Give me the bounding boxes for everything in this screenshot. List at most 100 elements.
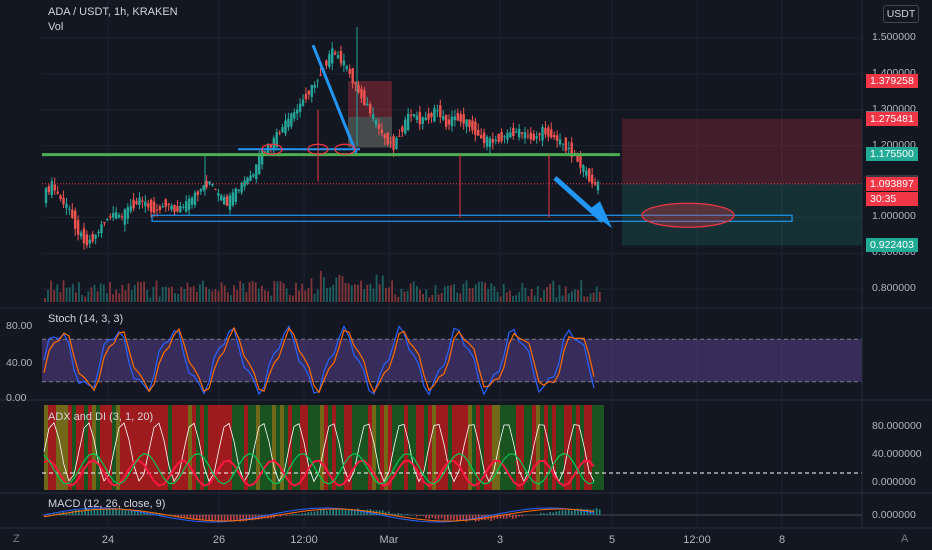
candle-body-73	[258, 155, 261, 174]
volume-bar-67	[251, 280, 254, 302]
volume-bar-49	[195, 291, 198, 302]
candle-body-160	[512, 127, 515, 136]
volume-bar-1	[47, 289, 49, 302]
volume-bar-108	[378, 284, 381, 302]
volume-bar-101	[357, 284, 359, 302]
candle-body-53	[199, 189, 202, 192]
auto-scale-icon[interactable]: A	[901, 533, 909, 545]
candle-body-126	[412, 114, 416, 117]
adx-bar-4	[60, 405, 64, 490]
macd-hist-16	[93, 508, 96, 515]
adx-bar-74	[340, 405, 344, 490]
volume-bar-99	[350, 285, 353, 302]
volume-bar-86	[310, 278, 313, 302]
adx-bar-53	[256, 405, 260, 490]
macd-hist-146	[496, 515, 499, 519]
currency-selector[interactable]: USDT	[883, 5, 919, 23]
volume-bar-92	[329, 287, 331, 302]
macd-hist-65	[245, 515, 248, 522]
candle-body-148	[477, 129, 480, 136]
volume-bar-178	[595, 286, 598, 302]
candle-body-99	[333, 52, 337, 55]
price-badge-2: 1.275481	[866, 111, 918, 126]
candle-body-158	[506, 132, 509, 140]
macd-hist-130	[447, 515, 449, 521]
volume-bar-143	[487, 288, 490, 302]
adx-bar-62	[292, 405, 296, 490]
adx-bar-76	[348, 405, 352, 490]
volume-bar-103	[363, 289, 366, 302]
timezone-icon[interactable]: Z	[13, 533, 20, 545]
macd-hist-122	[422, 515, 424, 517]
volume-bar-13	[84, 296, 87, 302]
candle-body-42	[167, 203, 170, 206]
adx-bar-36	[188, 405, 192, 490]
candle-body-186	[588, 168, 591, 182]
adx-bar-59	[280, 405, 284, 490]
candle-body-106	[354, 82, 357, 85]
volume-bar-57	[220, 282, 223, 302]
candle-body-114	[377, 124, 381, 129]
adx-bar-94	[420, 405, 424, 490]
macd-hist-172	[577, 508, 579, 515]
volume-bar-147	[499, 296, 502, 302]
box-green	[348, 116, 392, 148]
macd-hist-112	[391, 513, 393, 515]
chart-title: ADA / USDT, 1h, KRAKEN	[48, 6, 178, 18]
macd-hist-89	[319, 509, 322, 515]
candle-body-33	[141, 200, 144, 202]
candle-body-103	[345, 66, 349, 70]
candle-body-176	[558, 139, 562, 145]
adx-bar-49	[240, 405, 244, 490]
macd-hist-114	[397, 513, 399, 515]
candle-body-61	[222, 197, 226, 205]
volume-bar-84	[304, 290, 307, 302]
adx-bar-114	[500, 405, 504, 490]
candle-body-21	[106, 219, 109, 221]
macd-hist-44	[180, 515, 182, 517]
adx-bar-64	[300, 405, 304, 490]
macd-hist-159	[536, 514, 539, 515]
volume-bar-152	[515, 295, 517, 302]
macd-hist-110	[385, 512, 387, 515]
adx-bar-103	[456, 405, 460, 490]
volume-bars	[44, 270, 601, 302]
candle-body-37	[152, 201, 156, 213]
candle-body-51	[193, 192, 197, 206]
volume-bar-2	[50, 280, 52, 302]
adx-bar-95	[424, 405, 428, 490]
volume-bar-168	[564, 286, 567, 302]
volume-bar-45	[183, 289, 186, 302]
adx-bar-67	[312, 405, 316, 490]
volume-bar-64	[242, 283, 245, 302]
macd-hist-136	[465, 515, 468, 522]
volume-bar-127	[437, 294, 440, 302]
adx-bar-125	[544, 405, 548, 490]
adx-tick-80: 80.000000	[872, 420, 922, 432]
volume-bar-149	[505, 292, 508, 302]
candle-body-56	[208, 181, 211, 185]
macd-hist-84	[304, 513, 306, 515]
candle-body-150	[482, 132, 486, 144]
candle-body-44	[173, 205, 176, 212]
volume-bar-169	[567, 293, 570, 302]
adx-bar-69	[320, 405, 324, 490]
candle-body-154	[494, 139, 497, 141]
adx-bar-117	[512, 405, 516, 490]
candle-body-136	[442, 116, 445, 120]
adx-bar-14	[100, 405, 104, 490]
macd-hist-116	[403, 514, 406, 515]
drawing-overlays[interactable]	[42, 27, 793, 229]
volume-bar-87	[313, 293, 316, 302]
adx-bar-134	[580, 405, 584, 490]
volume-bar-133	[456, 292, 459, 302]
adx-tick-40: 40.000000	[872, 448, 922, 460]
macd-hist-50	[199, 515, 201, 520]
adx-bar-77	[352, 405, 356, 490]
adx-bar-109	[480, 405, 484, 490]
time-tick-1200a: 12:00	[290, 534, 318, 546]
candle-body-26	[120, 216, 124, 218]
adx-bar-105	[464, 405, 468, 490]
volume-bar-118	[409, 283, 412, 302]
